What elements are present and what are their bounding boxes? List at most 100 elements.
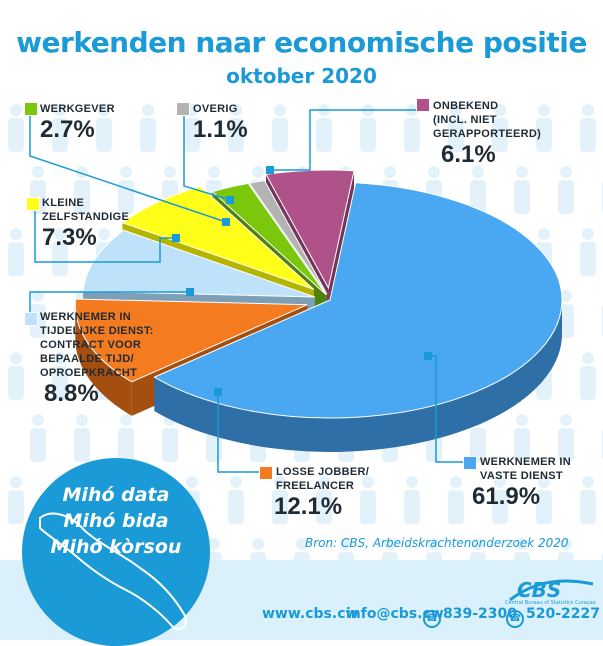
person-figure-icon xyxy=(8,104,24,152)
label-werkgever: WERKGEVER 2.7% xyxy=(40,102,115,144)
swatch-tijdelijk xyxy=(24,312,38,326)
person-figure-icon xyxy=(448,476,464,524)
label-onbekend: ONBEKEND (INCL. NIET GERAPPORTEERD) 6.1% xyxy=(433,99,541,169)
connector-line-onbekend xyxy=(270,109,416,171)
swatch-vaste xyxy=(463,456,477,470)
connector-dot-zelfstandige xyxy=(172,234,180,242)
label-value: 8.8% xyxy=(44,380,99,407)
connector-dot-vaste xyxy=(424,352,432,360)
person-figure-icon xyxy=(118,166,134,214)
label-tijdelijke-dienst: WERKNEMER IN TIJDELIJKE DIENST: CONTRACT… xyxy=(40,310,154,408)
label-name: WERKNEMER IN VASTE DIENST xyxy=(480,456,571,482)
person-figure-icon xyxy=(52,104,68,152)
person-figure-icon xyxy=(30,414,46,462)
page-title: werkenden naar economische positie xyxy=(16,26,587,59)
label-losse-jobber: LOSSE JOBBER/ FREELANCER 12.1% xyxy=(274,465,370,521)
label-value: 6.1% xyxy=(441,141,496,168)
connector-dot-werkgever xyxy=(222,218,230,226)
swatch-zelfstandige xyxy=(26,197,40,211)
person-figure-icon xyxy=(536,104,552,152)
person-figure-icon xyxy=(514,414,530,462)
connector-line-zelfstandige xyxy=(34,210,176,263)
person-figure-icon xyxy=(272,476,288,524)
connector-line-overig xyxy=(183,114,231,201)
label-vaste-dienst: WERKNEMER IN VASTE DIENST 61.9% xyxy=(472,455,571,511)
person-figure-icon xyxy=(404,476,420,524)
person-figure-icon xyxy=(448,104,464,152)
person-figure-icon xyxy=(580,352,596,400)
slice-losse xyxy=(74,298,308,383)
label-value: 61.9% xyxy=(472,483,541,510)
person-figure-icon xyxy=(492,476,508,524)
swatch-overig xyxy=(176,102,190,116)
connector-line-werkgever xyxy=(29,114,227,223)
slice-overig xyxy=(248,180,328,295)
page-subtitle: oktober 2020 xyxy=(226,64,377,88)
connector-dot-tijdelijk xyxy=(186,288,194,296)
person-figure-icon xyxy=(492,104,508,152)
person-figure-icon xyxy=(52,352,68,400)
connector-dot-losse xyxy=(214,388,222,396)
person-figure-icon xyxy=(272,104,288,152)
slice-zelfstandige xyxy=(121,185,315,290)
person-figure-icon xyxy=(52,228,68,276)
label-name: KLEINE ZELFSTANDIGE xyxy=(42,197,130,223)
person-figure-icon xyxy=(514,166,530,214)
slogan-line-2: Mihó bida xyxy=(63,510,169,532)
connector-line-tijdelijk xyxy=(29,291,190,312)
swatch-werkgever xyxy=(24,102,38,116)
person-figure-icon xyxy=(470,166,486,214)
person-figure-icon xyxy=(228,104,244,152)
person-figure-icon xyxy=(118,414,134,462)
person-figure-icon xyxy=(580,104,596,152)
cbs-logo-text: CBS xyxy=(517,578,562,602)
label-overig: OVERIG 1.1% xyxy=(193,102,248,144)
person-figure-icon xyxy=(580,476,596,524)
label-value: 2.7% xyxy=(40,116,95,143)
website-link[interactable]: www.cbs.cw xyxy=(262,606,359,622)
phone-icon: ☎ xyxy=(423,610,441,628)
slice-werkgever xyxy=(211,182,327,295)
phone-2[interactable]: ☎ 520-2227 xyxy=(506,606,600,628)
person-figure-icon xyxy=(360,476,376,524)
slice-tijdelijk xyxy=(82,229,315,298)
person-figure-icon xyxy=(74,414,90,462)
swatch-losse xyxy=(259,466,273,480)
person-figure-icon xyxy=(96,104,112,152)
connector-line-losse xyxy=(217,392,259,473)
cbs-logo-tagline: Central Bureau of Statistics Curaçao xyxy=(505,600,596,606)
label-name: OVERIG xyxy=(193,103,238,115)
slogan-line-1: Mihó data xyxy=(62,484,170,506)
swatch-onbekend xyxy=(416,98,430,112)
email-link[interactable]: info@cbs.cw xyxy=(346,606,444,622)
label-value: 12.1% xyxy=(274,493,343,520)
person-figure-icon xyxy=(8,352,24,400)
connector-dot-overig xyxy=(226,196,234,204)
label-kleine-zelfstandige: KLEINE ZELFSTANDIGE 7.3% xyxy=(42,196,129,252)
slogan-circle: Mihó data Mihó bida Mihó kòrsou xyxy=(22,458,210,646)
cbs-logo-swoosh xyxy=(509,579,594,602)
label-name: ONBEKEND (INCL. NIET GERAPPORTEERD) xyxy=(433,100,542,140)
connector-dot-onbekend xyxy=(266,166,274,174)
person-figure-icon xyxy=(580,228,596,276)
person-figure-icon xyxy=(8,228,24,276)
slice-vaste xyxy=(153,182,563,419)
phone-1-number: 839-2300 xyxy=(443,606,517,622)
slogan-line-3: Mihó kòrsou xyxy=(50,536,182,558)
slice-rim-vaste xyxy=(154,300,562,452)
curacao-island-shape xyxy=(39,512,187,631)
pie-chart xyxy=(29,109,563,473)
label-value: 7.3% xyxy=(42,224,97,251)
person-figure-icon xyxy=(8,476,24,524)
label-name: WERKGEVER xyxy=(40,103,115,115)
person-figure-icon xyxy=(558,414,574,462)
label-name: LOSSE JOBBER/ FREELANCER xyxy=(276,466,370,492)
phone-1[interactable]: ☎ 839-2300 xyxy=(423,606,517,628)
person-figure-icon xyxy=(228,476,244,524)
slice-rim-losse xyxy=(75,304,132,416)
person-figure-icon xyxy=(140,104,156,152)
person-figure-icon xyxy=(558,166,574,214)
person-figure-icon xyxy=(536,476,552,524)
person-figure-icon xyxy=(316,476,332,524)
label-value: 1.1% xyxy=(193,116,248,143)
